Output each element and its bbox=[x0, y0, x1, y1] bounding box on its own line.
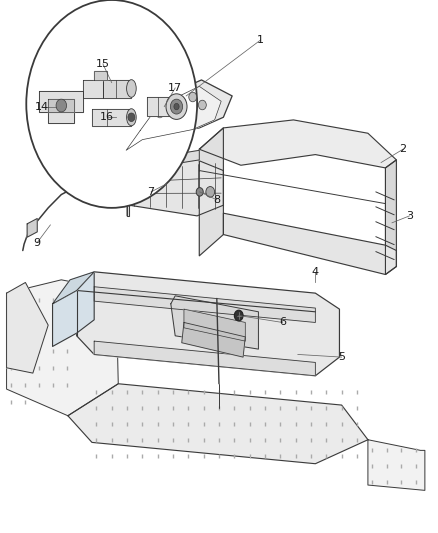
Polygon shape bbox=[39, 91, 83, 123]
Text: 9: 9 bbox=[34, 238, 41, 247]
Polygon shape bbox=[53, 272, 94, 304]
Polygon shape bbox=[94, 71, 107, 80]
Polygon shape bbox=[27, 219, 37, 237]
Circle shape bbox=[170, 99, 183, 114]
Polygon shape bbox=[83, 80, 103, 98]
Polygon shape bbox=[385, 160, 396, 274]
Text: 15: 15 bbox=[96, 59, 110, 69]
Circle shape bbox=[234, 310, 243, 321]
Polygon shape bbox=[48, 99, 74, 112]
Polygon shape bbox=[368, 440, 425, 490]
Text: 4: 4 bbox=[312, 267, 319, 277]
Circle shape bbox=[26, 0, 197, 208]
Polygon shape bbox=[199, 120, 396, 168]
Text: 1: 1 bbox=[257, 35, 264, 45]
Circle shape bbox=[167, 103, 175, 112]
Polygon shape bbox=[103, 80, 131, 98]
Text: 16: 16 bbox=[100, 112, 114, 122]
Text: 14: 14 bbox=[35, 102, 49, 111]
Polygon shape bbox=[184, 309, 245, 341]
Circle shape bbox=[128, 113, 135, 122]
Polygon shape bbox=[7, 280, 118, 416]
Circle shape bbox=[206, 187, 215, 197]
Text: 6: 6 bbox=[279, 318, 286, 327]
Text: 17: 17 bbox=[168, 83, 182, 93]
Text: 3: 3 bbox=[406, 211, 413, 221]
Text: 2: 2 bbox=[399, 144, 406, 154]
Polygon shape bbox=[7, 282, 48, 373]
Polygon shape bbox=[127, 171, 129, 216]
Polygon shape bbox=[199, 128, 223, 256]
Polygon shape bbox=[125, 150, 199, 172]
Ellipse shape bbox=[127, 79, 136, 98]
Circle shape bbox=[189, 92, 197, 102]
Polygon shape bbox=[68, 384, 368, 464]
Polygon shape bbox=[171, 296, 258, 349]
Circle shape bbox=[166, 94, 187, 119]
Circle shape bbox=[156, 108, 164, 118]
Polygon shape bbox=[94, 287, 315, 322]
Polygon shape bbox=[94, 341, 315, 376]
Circle shape bbox=[56, 99, 67, 112]
Text: 7: 7 bbox=[148, 187, 155, 197]
Polygon shape bbox=[77, 272, 339, 376]
Circle shape bbox=[174, 103, 179, 110]
Circle shape bbox=[178, 98, 186, 107]
Polygon shape bbox=[127, 160, 223, 216]
Ellipse shape bbox=[127, 109, 136, 126]
Polygon shape bbox=[147, 97, 172, 116]
Polygon shape bbox=[92, 109, 131, 126]
Polygon shape bbox=[53, 272, 94, 346]
Polygon shape bbox=[126, 86, 221, 150]
Text: 5: 5 bbox=[338, 352, 345, 362]
Circle shape bbox=[196, 188, 203, 196]
Polygon shape bbox=[182, 322, 245, 357]
Text: 8: 8 bbox=[213, 195, 220, 205]
Polygon shape bbox=[223, 213, 396, 274]
Circle shape bbox=[198, 100, 206, 110]
Polygon shape bbox=[118, 80, 232, 149]
